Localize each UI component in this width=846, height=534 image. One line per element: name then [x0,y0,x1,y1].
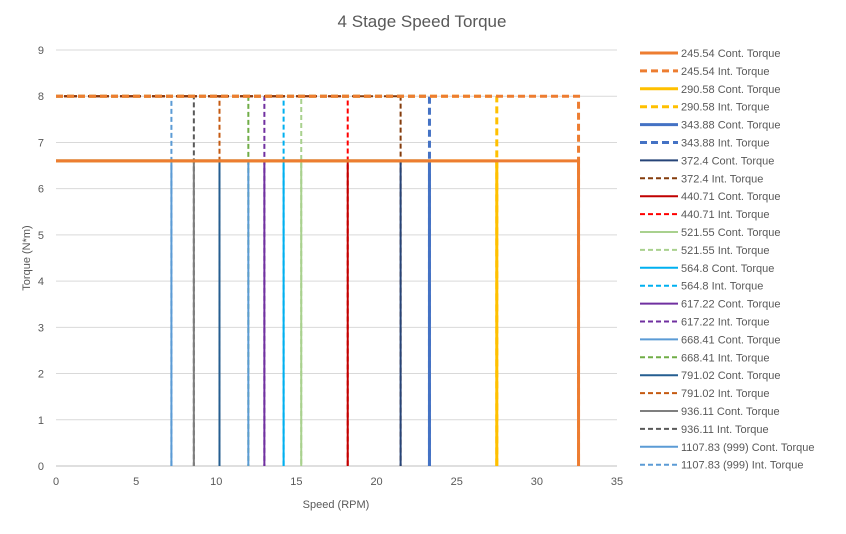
y-tick-label: 3 [38,322,44,334]
legend-label: 372.4 Int. Torque [681,173,763,185]
y-tick-label: 6 [38,184,44,196]
legend-label: 343.88 Cont. Torque [681,120,780,132]
legend-label: 668.41 Int. Torque [681,352,769,364]
legend-label: 290.58 Int. Torque [681,102,769,114]
x-tick-label: 5 [133,476,139,488]
series-lines [56,94,581,466]
legend-label: 521.55 Cont. Torque [681,227,780,239]
gridlines [56,49,617,421]
legend-label: 791.02 Int. Torque [681,388,769,400]
x-tick-label: 25 [451,476,463,488]
x-tick-label: 0 [53,476,59,488]
legend-label: 564.8 Cont. Torque [681,263,774,275]
x-tick-label: 35 [611,476,623,488]
y-tick-label: 8 [38,91,44,103]
chart-title: 4 Stage Speed Torque [338,12,507,31]
legend-label: 245.54 Int. Torque [681,66,769,78]
y-tick-label: 5 [38,230,44,242]
y-tick-label: 7 [38,137,44,149]
legend: 245.54 Cont. Torque 245.54 Int. Torque 290… [640,48,815,472]
axes: 0 1 2 3 4 5 6 7 8 9 0 5 10 15 20 25 30 35 [38,45,623,488]
legend-label: 564.8 Int. Torque [681,281,763,293]
legend-label: 791.02 Cont. Torque [681,370,780,382]
x-axis-label: Speed (RPM) [303,499,370,511]
y-tick-label: 4 [38,276,44,288]
y-tick-label: 1 [38,415,44,427]
legend-label: 668.41 Cont. Torque [681,334,780,346]
legend-label: 617.22 Int. Torque [681,317,769,329]
y-tick-label: 9 [38,45,44,57]
x-tick-label: 10 [210,476,222,488]
legend-label: 1107.83 (999) Cont. Torque [681,442,815,454]
x-tick-label: 15 [290,476,302,488]
legend-label: 440.71 Cont. Torque [681,191,780,203]
series-line-1 [56,94,581,466]
y-tick-label: 0 [38,461,44,473]
legend-label: 245.54 Cont. Torque [681,48,780,60]
legend-label: 936.11 Cont. Torque [681,406,780,418]
series-line-0 [56,159,581,466]
x-tick-label: 20 [370,476,382,488]
legend-label: 372.4 Cont. Torque [681,155,774,167]
legend-label: 343.88 Int. Torque [681,138,769,150]
x-tick-label: 30 [531,476,543,488]
legend-label: 617.22 Cont. Torque [681,299,780,311]
legend-label: 1107.83 (999) Int. Torque [681,460,804,472]
legend-label: 440.71 Int. Torque [681,209,769,221]
y-tick-label: 2 [38,369,44,381]
legend-label: 936.11 Int. Torque [681,424,769,436]
legend-label: 521.55 Int. Torque [681,245,769,257]
y-axis-label: Torque (N*m) [21,225,33,290]
legend-label: 290.58 Cont. Torque [681,84,780,96]
